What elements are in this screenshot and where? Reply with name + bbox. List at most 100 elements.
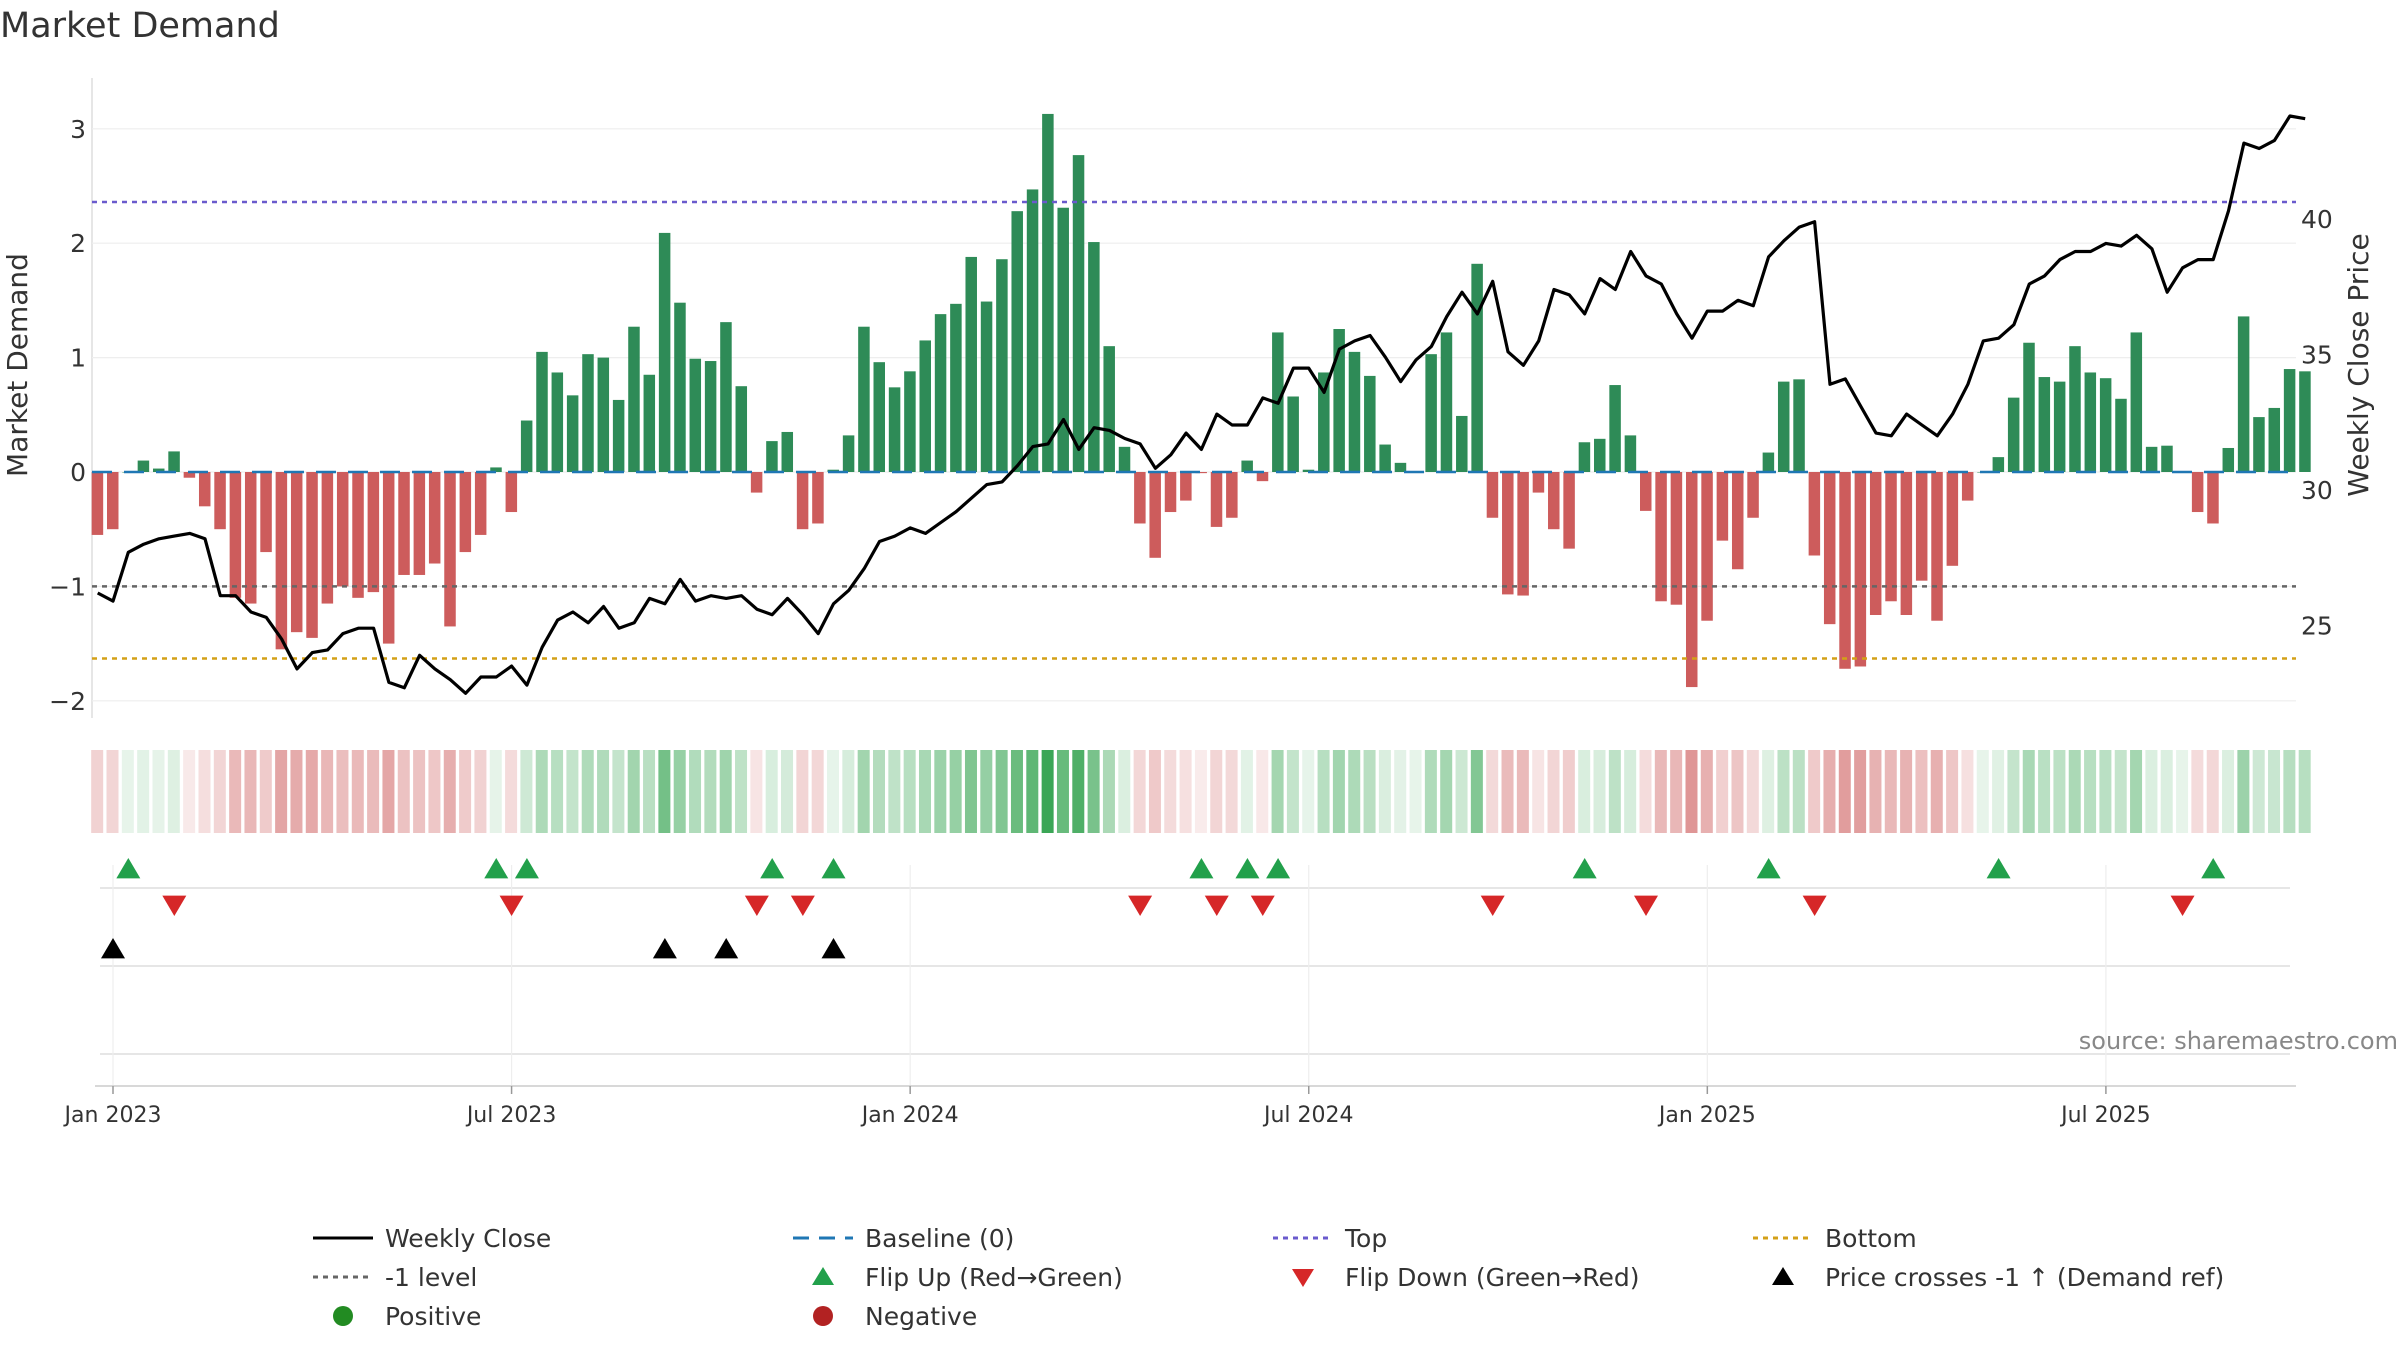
heat-cell — [428, 750, 441, 833]
heat-cell — [1884, 750, 1897, 833]
source-label: source: sharemaestro.com — [2079, 1027, 2398, 1055]
heat-cell — [106, 750, 119, 833]
main-grid — [91, 78, 2296, 718]
flip-down-marker — [499, 895, 524, 916]
heat-cell — [1210, 750, 1223, 833]
y2-axis: 25 30 35 40 — [2301, 205, 2333, 641]
demand-bar — [1885, 472, 1897, 602]
demand-bar — [2207, 472, 2219, 524]
heat-cell — [1823, 750, 1836, 833]
heat-cell — [1179, 750, 1192, 833]
heat-cell — [167, 750, 180, 833]
demand-bar — [1440, 332, 1453, 472]
demand-bar — [1333, 329, 1345, 472]
heat-cell — [2130, 750, 2143, 833]
flip-up-marker — [1756, 858, 1781, 879]
legend-label: -1 level — [385, 1263, 477, 1292]
y2-axis-label: Weekly Close Price — [2342, 233, 2375, 496]
x-tick-label: Jan 2025 — [1657, 1103, 1756, 1128]
heat-cell — [229, 750, 242, 833]
demand-bar — [1118, 446, 1131, 472]
heat-cell — [1286, 750, 1299, 833]
legend-label: Negative — [865, 1302, 977, 1331]
heat-cell — [1654, 750, 1667, 833]
heat-cell — [949, 750, 962, 833]
demand-bar — [996, 259, 1008, 472]
heat-cell — [2068, 750, 2081, 833]
heat-cell — [1010, 750, 1023, 833]
x-axis: Jan 2023 Jul 2023 Jan 2024 Jul 2024 Jan 2025… — [63, 1085, 2296, 1128]
legend-label: Positive — [385, 1302, 481, 1331]
heat-cell — [91, 750, 104, 833]
x-tick-label: Jul 2025 — [2059, 1103, 2151, 1128]
demand-bar — [720, 322, 732, 472]
legend-item: Flip Down (Green→Red) — [1292, 1263, 1640, 1292]
demand-bar — [1915, 472, 1928, 581]
y-tick-label: 0 — [70, 458, 86, 487]
y-tick-label: −1 — [49, 572, 86, 601]
heat-cell — [627, 750, 640, 833]
heat-cell — [2038, 750, 2051, 833]
demand-bar — [735, 386, 748, 472]
demand-bar — [1502, 472, 1514, 595]
demand-bar — [750, 472, 763, 493]
heat-cell — [1240, 750, 1253, 833]
heat-cell — [290, 750, 303, 833]
heat-cell — [397, 750, 410, 833]
heat-cell — [1547, 750, 1560, 833]
demand-bar — [183, 472, 196, 478]
heat-cell — [2160, 750, 2173, 833]
demand-bar — [2130, 332, 2143, 472]
demand-bar — [2084, 372, 2097, 472]
demand-bar — [1042, 113, 1054, 472]
y-tick-label: −2 — [49, 687, 86, 716]
legend-label: Flip Down (Green→Red) — [1345, 1263, 1640, 1292]
demand-bar — [2053, 381, 2066, 472]
heat-cell — [980, 750, 993, 833]
heat-cell — [1026, 750, 1039, 833]
legend-item: Positive — [333, 1302, 481, 1331]
demand-bar — [950, 303, 962, 472]
demand-bar — [290, 472, 303, 633]
heat-cell — [2007, 750, 2020, 833]
demand-bar — [1747, 472, 1759, 518]
demand-bar — [1869, 472, 1882, 615]
heat-cell — [1593, 750, 1606, 833]
heat-cell — [1915, 750, 1928, 833]
demand-bar — [1793, 379, 1805, 472]
demand-bar — [888, 387, 901, 472]
heat-cell — [321, 750, 334, 833]
demand-bar — [1011, 211, 1023, 472]
demand-bar — [520, 420, 533, 472]
demand-bar — [1670, 472, 1683, 605]
demand-bar — [137, 460, 150, 472]
demand-bar — [551, 372, 564, 472]
demand-bar — [1777, 381, 1790, 472]
heat-cell — [1271, 750, 1284, 833]
heat-cell — [1455, 750, 1468, 833]
heat-cell — [704, 750, 717, 833]
heat-cell — [796, 750, 809, 833]
flip-down-marker — [1634, 895, 1658, 916]
heat-cell — [2099, 750, 2112, 833]
flip-down-marker — [1128, 895, 1153, 916]
heat-cell — [1194, 750, 1207, 833]
heat-cell — [765, 750, 778, 833]
flip-down-marker — [2170, 895, 2195, 916]
demand-bar — [643, 374, 656, 472]
heat-cell — [1961, 750, 1974, 833]
legend-label: Price crosses -1 ↑ (Demand ref) — [1825, 1263, 2224, 1292]
y2-tick-label: 30 — [2301, 476, 2333, 505]
heat-cell — [1409, 750, 1422, 833]
demand-bar — [904, 371, 916, 472]
demand-bar — [1640, 472, 1652, 511]
demand-bar — [2145, 446, 2158, 472]
legend-label: Baseline (0) — [865, 1224, 1014, 1253]
flip-up-marker — [2201, 858, 2226, 879]
heat-cell — [1102, 750, 1115, 833]
heat-cell — [750, 750, 763, 833]
heat-cell — [213, 750, 226, 833]
legend-swatch — [813, 1306, 833, 1326]
demand-bar — [2299, 371, 2311, 472]
